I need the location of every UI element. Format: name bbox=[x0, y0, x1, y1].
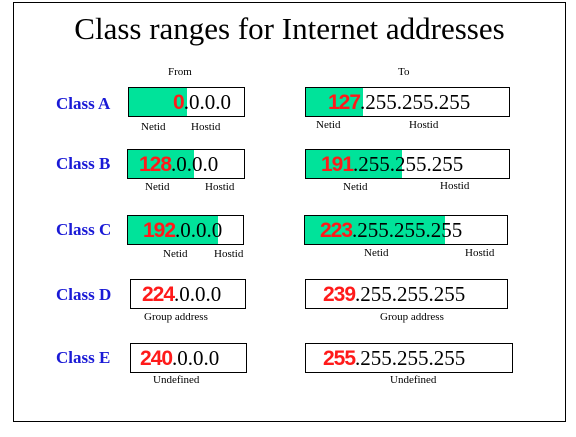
remaining-bytes: .255.255.255 bbox=[360, 90, 471, 114]
class-a-from-netid: Netid bbox=[141, 121, 166, 133]
remaining-bytes: .255.255.255 bbox=[353, 152, 464, 176]
class-e-label: Class E bbox=[56, 348, 111, 367]
class-d-from-group-address: Group address bbox=[144, 311, 208, 323]
netid-fill bbox=[305, 216, 445, 244]
class-c-label: Class C bbox=[56, 220, 112, 239]
first-byte: 127 bbox=[328, 91, 361, 114]
class-b-label: Class B bbox=[56, 154, 111, 173]
class-c-from-hostid: Hostid bbox=[214, 248, 244, 260]
class-c-to-hostid: Hostid bbox=[465, 247, 495, 259]
class-e-to-box: 255.255.255.255 bbox=[305, 343, 513, 373]
first-byte: 255 bbox=[323, 347, 356, 370]
slide-frame bbox=[13, 2, 566, 422]
class-b-to-hostid: Hostid bbox=[440, 180, 470, 192]
column-header-to: To bbox=[398, 66, 410, 78]
class-a-from-box: 0.0.0.0 bbox=[128, 87, 245, 117]
class-d-label: Class D bbox=[56, 285, 112, 304]
remaining-bytes: .255.255.255 bbox=[352, 218, 463, 242]
remaining-bytes: .0.0.0 bbox=[171, 152, 219, 176]
class-b-to-box: 191.255.255.255 bbox=[305, 149, 510, 179]
class-a-from-hostid: Hostid bbox=[191, 121, 221, 133]
class-a-to-netid: Netid bbox=[316, 119, 341, 131]
first-byte: 240 bbox=[140, 347, 173, 370]
slide-title: Class ranges for Internet addresses bbox=[74, 11, 505, 46]
class-a-to-box: 127.255.255.255 bbox=[305, 87, 510, 117]
class-b-from-box: 128.0.0.0 bbox=[127, 149, 245, 179]
class-c-to-netid: Netid bbox=[364, 247, 389, 259]
netid-fill bbox=[128, 150, 194, 178]
remaining-bytes: .0.0.0 bbox=[172, 346, 220, 370]
first-byte: 128 bbox=[139, 153, 172, 176]
remaining-bytes: .255.255.255 bbox=[355, 346, 466, 370]
netid-fill bbox=[306, 150, 402, 178]
remaining-bytes: .0.0.0 bbox=[175, 218, 223, 242]
first-byte: 192 bbox=[143, 219, 176, 242]
class-a-label: Class A bbox=[56, 94, 111, 113]
first-byte: 239 bbox=[323, 283, 356, 306]
class-d-to-group-address: Group address bbox=[380, 311, 444, 323]
remaining-bytes: .0.0.0 bbox=[183, 90, 231, 114]
first-byte: 223 bbox=[320, 219, 353, 242]
class-e-to-undefined: Undefined bbox=[390, 374, 437, 386]
class-b-from-hostid: Hostid bbox=[205, 181, 235, 193]
first-byte: 0 bbox=[173, 91, 185, 114]
remaining-bytes: .255.255.255 bbox=[355, 282, 466, 306]
first-byte: 191 bbox=[321, 153, 354, 176]
class-c-from-netid: Netid bbox=[163, 248, 188, 260]
class-c-to-box: 223.255.255.255 bbox=[304, 215, 508, 245]
first-byte: 224 bbox=[142, 283, 175, 306]
netid-fill bbox=[128, 216, 218, 244]
class-c-from-box: 192.0.0.0 bbox=[127, 215, 244, 245]
class-e-from-undefined: Undefined bbox=[153, 374, 200, 386]
netid-fill bbox=[129, 88, 187, 116]
class-e-from-box: 240.0.0.0 bbox=[130, 343, 247, 373]
class-b-to-netid: Netid bbox=[343, 181, 368, 193]
remaining-bytes: .0.0.0 bbox=[174, 282, 222, 306]
class-d-from-box: 224.0.0.0 bbox=[130, 279, 246, 309]
class-b-from-netid: Netid bbox=[145, 181, 170, 193]
class-a-to-hostid: Hostid bbox=[409, 119, 439, 131]
class-d-to-box: 239.255.255.255 bbox=[305, 279, 508, 309]
netid-fill bbox=[306, 88, 363, 116]
column-header-from: From bbox=[168, 66, 192, 78]
